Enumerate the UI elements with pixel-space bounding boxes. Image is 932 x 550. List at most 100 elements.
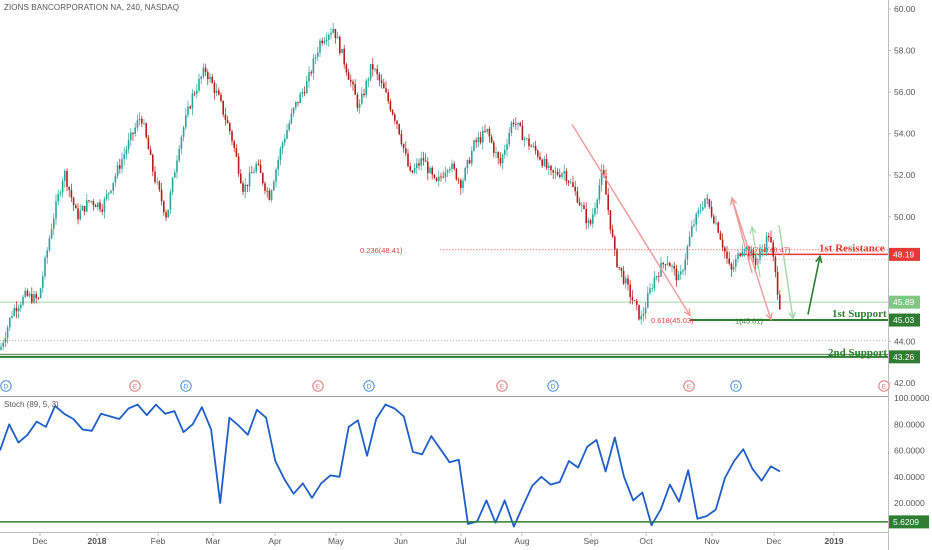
candle-body bbox=[350, 79, 352, 82]
candle-body bbox=[539, 156, 541, 160]
candle bbox=[202, 63, 205, 79]
candle-body bbox=[4, 337, 7, 343]
candle-body bbox=[310, 72, 312, 74]
candle-body bbox=[581, 205, 583, 207]
candle bbox=[488, 126, 491, 143]
green-arrow-small[interactable] bbox=[749, 225, 761, 278]
candle-body bbox=[213, 82, 216, 93]
candle-body bbox=[732, 266, 735, 270]
candle-body bbox=[587, 220, 590, 224]
candle bbox=[356, 92, 359, 112]
candle-body bbox=[75, 205, 77, 209]
first-support-label[interactable]: 1st Support bbox=[832, 308, 887, 320]
earnings-marker[interactable]: E bbox=[496, 380, 508, 392]
candle-body bbox=[490, 136, 493, 143]
dividend-marker[interactable]: D bbox=[730, 380, 742, 392]
dividend-marker[interactable]: D bbox=[0, 380, 12, 392]
candle-body bbox=[728, 258, 730, 264]
target-arrow[interactable] bbox=[807, 254, 823, 315]
candle bbox=[132, 132, 134, 141]
candle bbox=[145, 122, 147, 139]
last-price-badge[interactable] bbox=[889, 295, 920, 309]
candle bbox=[517, 122, 519, 131]
fib-arrow-up-2[interactable] bbox=[729, 196, 753, 274]
candle-body bbox=[160, 189, 163, 202]
candle bbox=[112, 182, 114, 195]
candle bbox=[385, 81, 387, 94]
price-tick-label: 52.00 bbox=[894, 170, 916, 180]
candle-body bbox=[550, 165, 552, 171]
candle bbox=[70, 183, 73, 202]
stoch-value-badge[interactable] bbox=[889, 515, 929, 529]
candle-body bbox=[251, 172, 253, 174]
dividend-marker[interactable]: D bbox=[180, 380, 192, 392]
event-marker-circle bbox=[878, 380, 890, 392]
time-tick-label: Dec bbox=[766, 536, 782, 546]
candle bbox=[266, 186, 268, 198]
candle bbox=[383, 78, 385, 89]
candle bbox=[387, 89, 389, 104]
candle-body bbox=[471, 150, 473, 164]
green-arrow-down-shaft bbox=[778, 224, 794, 319]
candle-body bbox=[334, 28, 337, 39]
candle bbox=[103, 196, 106, 219]
candle-body bbox=[347, 72, 350, 80]
candle-body bbox=[440, 176, 442, 178]
candle-body bbox=[88, 200, 90, 202]
first-resistance-label[interactable]: 1st Resistance bbox=[819, 242, 885, 254]
candle bbox=[594, 202, 596, 217]
candle bbox=[358, 99, 361, 114]
fib-arrow-down-2[interactable] bbox=[731, 197, 773, 322]
support-resistance-lines[interactable] bbox=[0, 249, 888, 358]
green-arrow-down[interactable] bbox=[778, 224, 796, 321]
candle bbox=[158, 180, 161, 193]
earnings-marker[interactable]: E bbox=[129, 380, 141, 392]
fib-drawings[interactable]: 0.236(48.41) 0.618(45.03) 0.764(48.47) 1(45… bbox=[360, 117, 887, 359]
resistance-price-badge[interactable] bbox=[889, 247, 920, 261]
second-support-price-badge[interactable] bbox=[889, 350, 920, 364]
candle-body bbox=[138, 118, 141, 121]
candle bbox=[235, 144, 238, 158]
candle-body bbox=[358, 103, 361, 108]
candle bbox=[391, 108, 394, 116]
earnings-marker[interactable]: E bbox=[312, 380, 324, 392]
candle-body bbox=[627, 278, 629, 285]
time-axis[interactable]: Dec 2018 Feb Mar Apr May Jun Jul Aug Sep Oct Nov Dec… bbox=[32, 533, 844, 546]
candle-body bbox=[611, 229, 614, 237]
candle-body bbox=[763, 249, 766, 251]
candle-body bbox=[66, 170, 68, 187]
candle-body bbox=[125, 149, 128, 155]
candle bbox=[376, 64, 378, 81]
support-price-badge[interactable] bbox=[889, 313, 920, 327]
fib-arrow-down[interactable] bbox=[571, 123, 691, 317]
candle bbox=[644, 301, 647, 320]
candle-body bbox=[108, 192, 110, 195]
price-axis[interactable]: 60.00 58.00 56.00 54.00 52.00 50.00 44.00 42.00… bbox=[888, 4, 930, 529]
candle-body bbox=[11, 315, 13, 318]
candle-body bbox=[433, 174, 436, 178]
dividend-marker[interactable]: D bbox=[363, 380, 375, 392]
candle-body bbox=[708, 199, 711, 207]
candle-body bbox=[136, 120, 139, 128]
candle bbox=[735, 255, 737, 272]
candle bbox=[539, 152, 541, 161]
candle-body bbox=[257, 163, 260, 165]
candle-body bbox=[457, 179, 460, 181]
candle bbox=[189, 105, 191, 110]
dividend-marker[interactable]: D bbox=[547, 380, 559, 392]
candle-body bbox=[380, 80, 383, 84]
candle bbox=[446, 168, 449, 178]
earnings-marker[interactable]: E bbox=[878, 380, 890, 392]
candle bbox=[627, 274, 629, 291]
earnings-marker[interactable]: E bbox=[683, 380, 695, 392]
second-support-label[interactable]: 2nd Support bbox=[828, 347, 887, 359]
candle-body bbox=[383, 83, 385, 89]
candle-body bbox=[444, 172, 447, 178]
candle-body bbox=[352, 81, 354, 85]
candle bbox=[431, 165, 433, 180]
candle bbox=[59, 190, 62, 197]
candle-body bbox=[374, 68, 376, 70]
candle bbox=[330, 27, 332, 40]
